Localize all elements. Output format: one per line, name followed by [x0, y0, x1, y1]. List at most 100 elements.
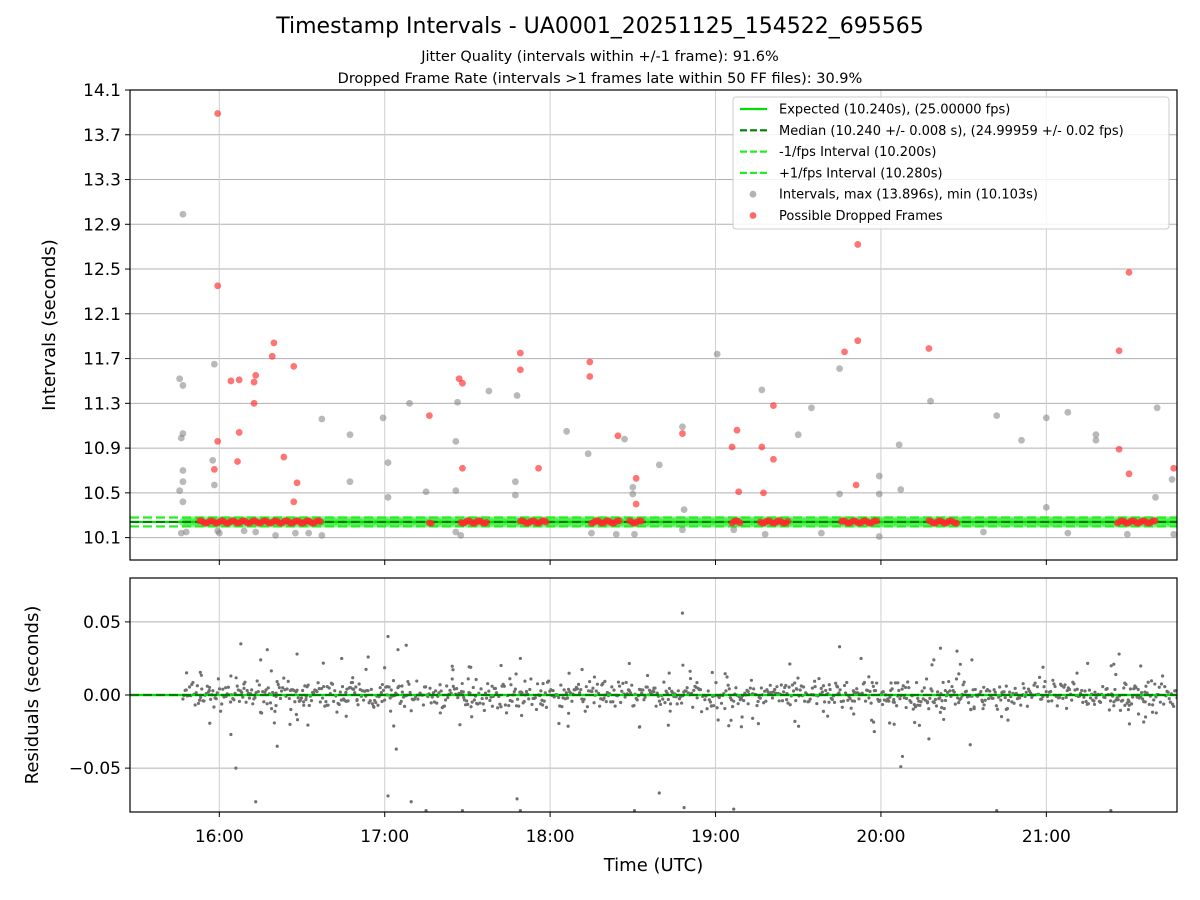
residual-point — [1101, 685, 1105, 689]
residual-point — [1123, 703, 1127, 707]
residual-point — [871, 720, 876, 724]
residual-point — [790, 683, 795, 687]
residual-point — [581, 700, 585, 704]
residual-point — [881, 690, 885, 694]
residual-point — [456, 696, 460, 700]
residual-point — [967, 701, 971, 705]
residual-point — [304, 697, 308, 702]
residual-point — [780, 699, 785, 703]
dropped-frame-cluster-point — [638, 517, 645, 525]
residual-point — [930, 663, 934, 667]
residual-point — [465, 699, 469, 703]
residual-point — [821, 709, 826, 714]
residual-point — [1158, 700, 1162, 704]
intervals-y-tick-label: 11.3 — [83, 394, 121, 414]
residual-point — [344, 690, 348, 695]
residual-point — [209, 697, 213, 701]
residual-point — [471, 685, 475, 690]
residual-outlier-point — [968, 743, 972, 747]
residual-point — [995, 707, 1000, 711]
residual-point — [244, 700, 248, 704]
residual-point — [1109, 664, 1113, 668]
residual-point — [542, 699, 546, 703]
residual-point — [1159, 682, 1164, 686]
residual-point — [898, 697, 902, 701]
residual-point — [739, 725, 743, 729]
residual-point — [374, 700, 378, 705]
residual-point — [852, 691, 856, 695]
residual-outlier-point — [275, 744, 279, 748]
residual-point — [730, 705, 735, 709]
dropped-frame-point — [1125, 269, 1133, 276]
residual-point — [655, 691, 659, 695]
residual-point — [900, 687, 904, 691]
residual-point — [658, 702, 663, 707]
residual-point — [260, 711, 264, 715]
residual-point — [412, 697, 417, 701]
figure-title: Timestamp Intervals - UA0001_20251125_15… — [276, 14, 924, 39]
residual-point — [1043, 679, 1047, 684]
interval-point — [1123, 530, 1131, 538]
residual-point — [484, 696, 489, 700]
residual-point — [993, 690, 997, 694]
interval-point — [563, 427, 571, 435]
residual-point — [955, 696, 960, 700]
residual-point — [534, 707, 539, 712]
dropped-frame-cluster-point — [953, 519, 961, 527]
residual-point — [1037, 675, 1042, 679]
residual-point — [281, 686, 285, 690]
residual-point — [1086, 702, 1090, 706]
residual-point — [947, 679, 951, 684]
residual-point — [318, 700, 322, 704]
residual-point — [1098, 700, 1103, 704]
residual-point — [493, 686, 498, 691]
residual-point — [957, 672, 961, 676]
residual-point — [594, 689, 598, 693]
dropped-frame-point — [535, 464, 542, 472]
intervals-y-tick-label: 13.7 — [83, 126, 121, 146]
residual-point — [474, 677, 478, 682]
residual-point — [1092, 702, 1097, 707]
residual-point — [389, 688, 393, 692]
residual-point — [1162, 702, 1166, 706]
residual-point — [1163, 685, 1167, 689]
residual-point — [234, 676, 238, 680]
residual-point — [699, 710, 704, 714]
residual-point — [688, 669, 692, 673]
residual-point — [768, 683, 772, 687]
residual-point — [719, 701, 724, 705]
residual-point — [941, 680, 945, 685]
interval-point — [179, 382, 187, 389]
residual-point — [952, 690, 956, 694]
residual-point — [726, 683, 730, 687]
residual-point — [822, 700, 827, 704]
residual-point — [402, 704, 407, 708]
residual-point — [567, 711, 571, 715]
residual-point — [1105, 687, 1109, 691]
residual-point — [399, 699, 403, 703]
residual-point — [275, 679, 279, 684]
residual-point — [914, 680, 919, 685]
residual-point — [243, 680, 247, 684]
interval-point — [176, 375, 184, 383]
residual-point — [588, 680, 592, 684]
interval-point — [457, 531, 465, 539]
residual-point — [1112, 704, 1116, 708]
residual-point — [559, 683, 563, 687]
residual-point — [1064, 706, 1069, 710]
interval-point — [179, 498, 187, 506]
residual-point — [478, 701, 482, 705]
residual-point — [791, 689, 796, 693]
residual-point — [250, 688, 254, 692]
residual-point — [416, 697, 420, 701]
interval-point — [318, 415, 326, 423]
residual-point — [703, 698, 707, 702]
residual-point — [481, 702, 485, 706]
residual-point — [832, 700, 837, 705]
residual-outlier-point — [872, 729, 876, 734]
residual-point — [943, 698, 948, 703]
residual-point — [232, 698, 236, 702]
residual-point — [1116, 698, 1120, 702]
residual-point — [962, 680, 966, 684]
interval-point — [511, 478, 519, 486]
